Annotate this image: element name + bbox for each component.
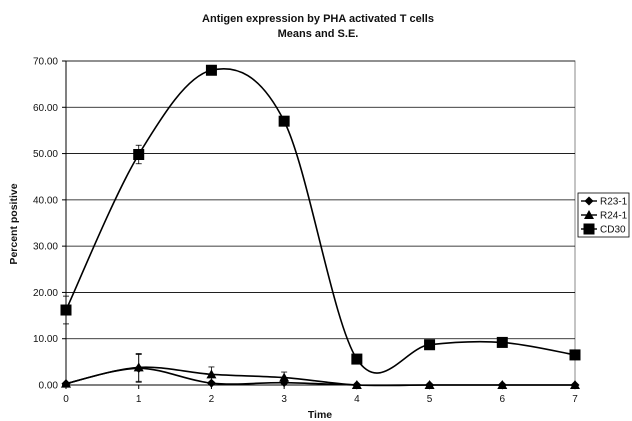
legend-marker-R23-1 xyxy=(584,196,594,206)
legend-label-R24-1: R24-1 xyxy=(600,211,628,222)
legend: R23-1 R24-1 CD30 xyxy=(577,192,630,238)
x-tick-label-5: 5 xyxy=(427,394,433,405)
series-line-CD30 xyxy=(65,67,576,374)
point-CD30-3 xyxy=(278,115,290,127)
y-tick-label-7: 70.00 xyxy=(33,57,58,68)
x-tick-label-2: 2 xyxy=(209,394,215,405)
point-R24-1-5 xyxy=(424,380,435,389)
y-tick-label-0: 0.00 xyxy=(39,381,59,392)
x-tick-label-4: 4 xyxy=(354,394,360,405)
series-line-R24-1 xyxy=(65,366,575,387)
point-CD30-6 xyxy=(496,336,508,348)
legend-marker-CD30 xyxy=(583,223,595,235)
point-R23-1-2 xyxy=(206,378,216,388)
point-CD30-5 xyxy=(424,339,436,351)
point-R24-1-6 xyxy=(497,380,508,389)
point-R24-1-2 xyxy=(206,369,217,379)
legend-label-R23-1: R23-1 xyxy=(600,197,628,208)
plot-area xyxy=(65,60,576,386)
legend-marker-R24-1 xyxy=(584,210,594,219)
point-R24-1-1 xyxy=(133,362,144,372)
point-CD30-7 xyxy=(569,349,581,361)
point-CD30-1 xyxy=(133,148,145,160)
y-axis-ticks: 0.00 10.00 20.00 30.00 40.00 50.00 60.00 70.00 xyxy=(33,57,66,392)
legend-label-CD30: CD30 xyxy=(600,225,626,236)
chart-title: Antigen expression by PHA activated T ce… xyxy=(202,13,434,25)
x-tick-label-6: 6 xyxy=(500,394,506,405)
x-axis-label: Time xyxy=(308,409,332,421)
gridlines xyxy=(65,60,576,386)
x-tick-label-3: 3 xyxy=(281,394,287,405)
x-tick-label-1: 1 xyxy=(136,394,142,405)
error-bars xyxy=(63,67,578,384)
data-markers xyxy=(60,64,581,390)
y-tick-label-6: 60.00 xyxy=(33,103,58,114)
point-CD30-4 xyxy=(351,353,363,365)
x-axis-ticks: 0 1 2 3 4 5 6 7 xyxy=(63,385,578,405)
point-R24-1-4 xyxy=(351,380,362,389)
point-CD30-0 xyxy=(60,304,72,316)
point-R24-1-3 xyxy=(279,372,290,382)
point-CD30-2 xyxy=(205,64,217,76)
chart-subtitle: Means and S.E. xyxy=(278,28,359,40)
y-tick-label-1: 10.00 xyxy=(33,334,58,345)
y-tick-label-3: 30.00 xyxy=(33,242,58,253)
x-tick-label-0: 0 xyxy=(63,394,69,405)
point-R24-1-7 xyxy=(570,380,580,389)
x-tick-label-7: 7 xyxy=(572,394,578,405)
y-tick-label-2: 20.00 xyxy=(33,288,58,299)
y-axis-label: Percent positive xyxy=(8,183,20,264)
y-tick-label-5: 50.00 xyxy=(33,149,58,160)
y-tick-label-4: 40.00 xyxy=(33,195,58,206)
